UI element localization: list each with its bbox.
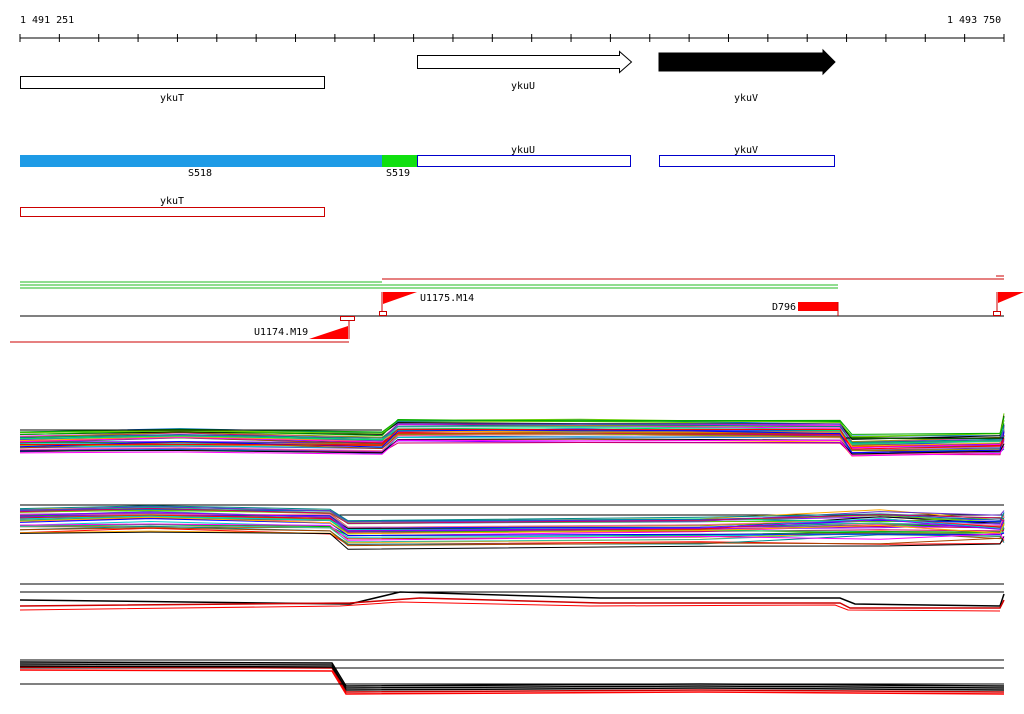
segment-s519-label: S519 <box>386 168 410 179</box>
transcript-ykuV-box[interactable] <box>659 155 835 167</box>
expression-panel-1 <box>19 413 1005 457</box>
gene-ykuU-arrow[interactable] <box>417 50 633 74</box>
expression-panel-2 <box>19 504 1005 550</box>
probe-u1174-flag[interactable] <box>309 316 355 339</box>
transcript-ykuT-label: ykuT <box>160 196 184 207</box>
segment-s518-bar[interactable] <box>20 155 382 167</box>
coord-end-label: 1 493 750 <box>947 15 1001 26</box>
probe-track <box>10 275 1004 343</box>
gene-ykuT-box[interactable] <box>20 76 325 89</box>
probe-u1175-flag[interactable] <box>379 292 418 316</box>
position-ruler <box>19 34 1005 42</box>
transcript-ykuU-box[interactable] <box>417 155 631 167</box>
transcript-ykuU-label: ykuU <box>511 145 535 156</box>
expression-panel-3 <box>19 583 1005 612</box>
probe-u1175-label: U1175.M14 <box>420 293 474 304</box>
probe-d796-bar[interactable] <box>798 302 838 311</box>
probe-u1174-label: U1174.M19 <box>254 327 308 338</box>
segment-s518-label: S518 <box>188 168 212 179</box>
coord-start-label: 1 491 251 <box>20 15 74 26</box>
gene-ykuT-label: ykuT <box>160 93 184 104</box>
gene-ykuV-arrow[interactable] <box>658 48 836 76</box>
gene-ykuU-label: ykuU <box>511 81 535 92</box>
gene-ykuV-label: ykuV <box>734 93 758 104</box>
probe-edge-flag[interactable] <box>993 292 1024 316</box>
segment-s519-bar[interactable] <box>382 155 417 167</box>
transcript-ykuV-label: ykuV <box>734 145 758 156</box>
expression-panel-4 <box>19 659 1005 695</box>
transcript-ykuT-box[interactable] <box>20 207 325 217</box>
probe-d796-label: D796 <box>772 302 796 313</box>
